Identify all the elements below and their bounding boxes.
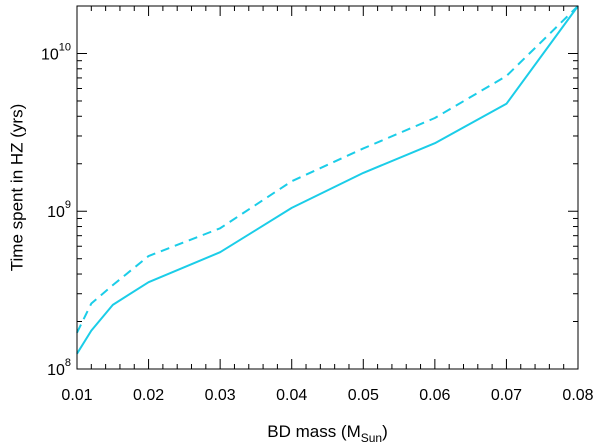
x-axis-label: BD mass (MSun)	[267, 422, 388, 443]
series-line-solid	[76, 5, 579, 355]
x-tick-label: 0.08	[562, 387, 593, 404]
x-tick-labels: 0.01 0.02 0.03 0.04 0.05 0.06 0.07 0.08	[61, 387, 593, 404]
series-layer	[76, 5, 579, 355]
x-tick-label: 0.04	[276, 387, 307, 404]
series-line-dashed	[76, 5, 579, 334]
x-tick-label: 0.06	[419, 387, 450, 404]
x-tick-label: 0.05	[348, 387, 379, 404]
x-axis-label-close: )	[382, 422, 388, 441]
y-tick-label: 108	[47, 357, 71, 379]
axis-ticks	[76, 5, 579, 370]
y-tick-label: 109	[47, 199, 71, 221]
y-tick-label: 1010	[41, 41, 71, 63]
y-axis-label: Time spent in HZ (yrs)	[7, 104, 26, 272]
x-axis-label-sub: Sun	[361, 431, 382, 443]
y-tick-labels: 108 109 1010	[41, 41, 71, 379]
plot-frame	[76, 5, 579, 370]
x-tick-label: 0.01	[61, 387, 92, 404]
x-tick-label: 0.03	[205, 387, 236, 404]
x-tick-label: 0.02	[133, 387, 164, 404]
x-axis-label-main: BD mass (M	[267, 422, 361, 441]
x-tick-label: 0.07	[491, 387, 522, 404]
